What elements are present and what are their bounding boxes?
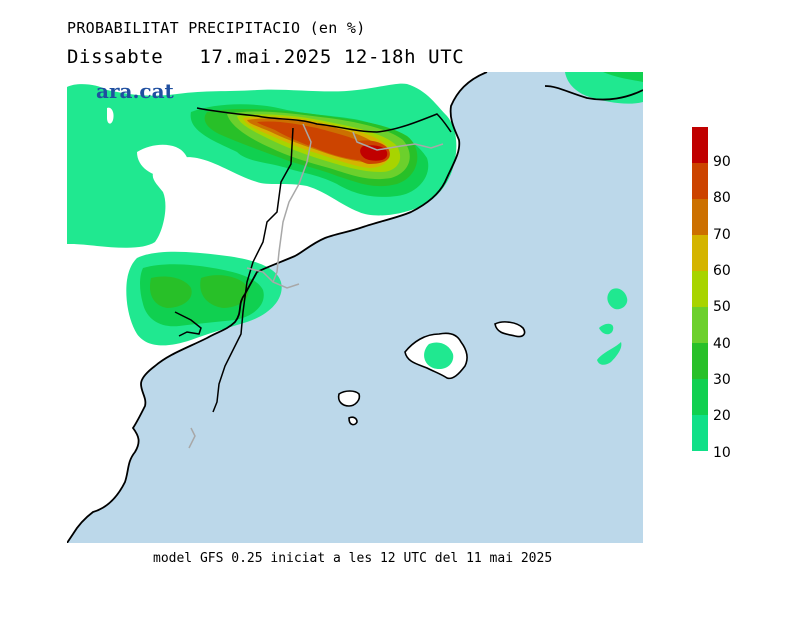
- precipitation-map: [67, 72, 643, 543]
- region-border-2: [174, 311, 202, 337]
- map-title: PROBABILITAT PRECIPITACIO (en %): [67, 19, 366, 37]
- legend-label-90: 90: [713, 154, 731, 170]
- legend-box: [692, 415, 708, 451]
- legend-label-50: 50: [713, 299, 731, 315]
- grey-border: [272, 123, 312, 283]
- legend-box: [692, 163, 708, 199]
- legend-box: [692, 199, 708, 235]
- ara-cat-logo: ara.cat: [96, 79, 174, 103]
- grey-border-3: [352, 131, 444, 151]
- legend-label-80: 80: [713, 190, 731, 206]
- menorca-island: [494, 321, 526, 338]
- color-legend: [692, 127, 708, 451]
- country-border: [196, 107, 452, 133]
- model-footer: model GFS 0.25 iniciat a les 12 UTC del …: [153, 551, 553, 566]
- legend-label-60: 60: [713, 263, 731, 279]
- grey-border-2: [246, 267, 300, 289]
- formentera-island: [348, 416, 358, 426]
- legend-label-20: 20: [713, 408, 731, 424]
- coastline: [67, 72, 488, 543]
- legend-label-10: 10: [713, 445, 731, 461]
- legend-label-30: 30: [713, 372, 731, 388]
- legend-box: [692, 127, 708, 163]
- region-border: [212, 127, 294, 413]
- legend-box: [692, 379, 708, 415]
- legend-box: [692, 307, 708, 343]
- mallorca-precip: [424, 342, 454, 370]
- map-subtitle: Dissabte 17.mai.2025 12-18h UTC: [67, 46, 465, 68]
- legend-box: [692, 343, 708, 379]
- legend-box: [692, 235, 708, 271]
- legend-box: [692, 271, 708, 307]
- grey-border-4: [188, 427, 196, 449]
- legend-label-40: 40: [713, 336, 731, 352]
- french-coast: [544, 85, 643, 101]
- ibiza-island: [337, 390, 361, 407]
- legend-label-70: 70: [713, 227, 731, 243]
